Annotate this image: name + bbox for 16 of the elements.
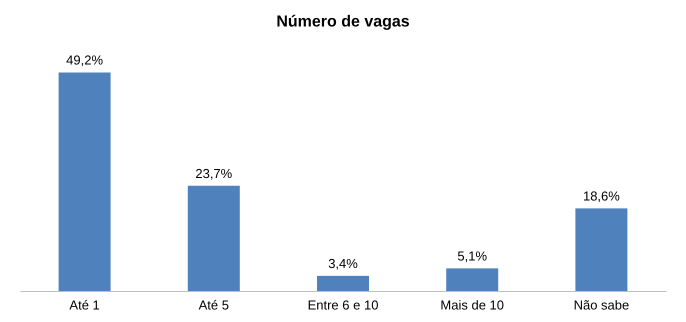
data-label: 49,2%	[66, 52, 104, 68]
x-tick-label: Até 1	[69, 298, 100, 312]
data-label: 18,6%	[582, 188, 620, 204]
data-label: 3,4%	[328, 256, 358, 271]
bar	[188, 186, 240, 291]
chart-title: Número de vagas	[276, 14, 410, 31]
x-tick-label: Até 5	[198, 298, 229, 312]
x-tick-label: Não sabe	[574, 298, 630, 312]
bar	[317, 276, 369, 291]
x-tick-label: Entre 6 e 10	[308, 298, 378, 312]
data-label: 23,7%	[195, 166, 233, 181]
bar	[575, 208, 628, 291]
bar	[58, 72, 111, 291]
x-tick-label: Mais de 10	[440, 298, 504, 312]
data-label: 5,1%	[457, 248, 488, 264]
bar	[446, 268, 498, 291]
